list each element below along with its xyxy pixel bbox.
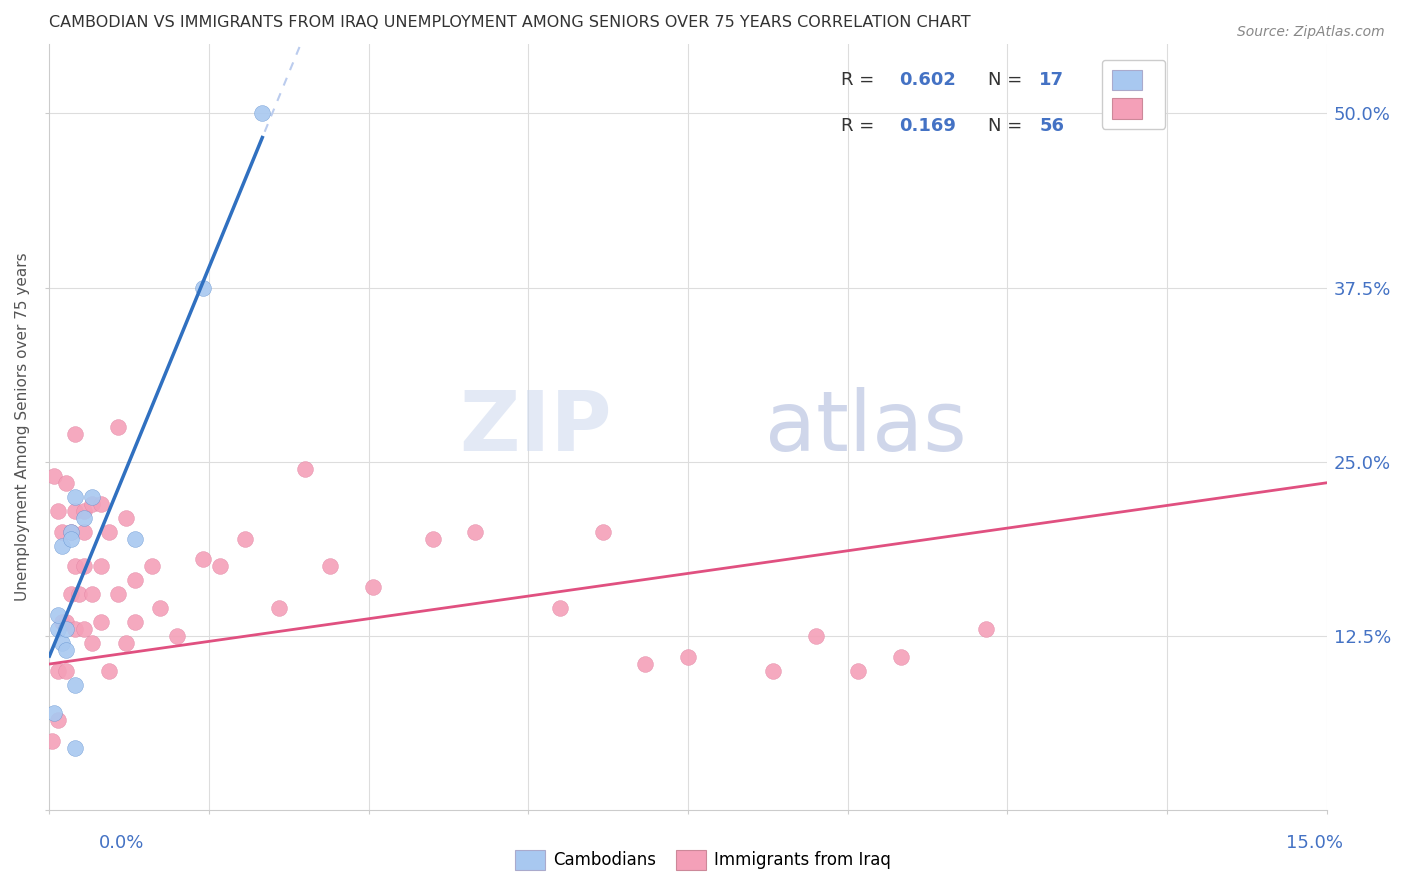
Point xyxy=(90,615,112,630)
Text: Source: ZipAtlas.com: Source: ZipAtlas.com xyxy=(1237,25,1385,39)
Point xyxy=(46,713,69,727)
Point xyxy=(124,615,146,630)
Text: atlas: atlas xyxy=(765,386,966,467)
Point xyxy=(191,280,214,294)
Point xyxy=(63,678,86,692)
Point xyxy=(63,427,86,442)
Point xyxy=(51,615,73,630)
Point xyxy=(63,622,86,636)
Legend: Cambodians, Immigrants from Iraq: Cambodians, Immigrants from Iraq xyxy=(508,843,898,877)
Text: CAMBODIAN VS IMMIGRANTS FROM IRAQ UNEMPLOYMENT AMONG SENIORS OVER 75 YEARS CORRE: CAMBODIAN VS IMMIGRANTS FROM IRAQ UNEMPL… xyxy=(49,15,972,30)
Point xyxy=(63,504,86,518)
Point xyxy=(676,650,699,665)
Point xyxy=(80,490,103,504)
Point xyxy=(762,664,785,678)
Text: 0.602: 0.602 xyxy=(898,70,956,88)
Point xyxy=(191,552,214,566)
Point xyxy=(63,559,86,574)
Point xyxy=(46,504,69,518)
Point xyxy=(208,559,231,574)
Point xyxy=(42,706,65,720)
Point xyxy=(107,587,129,601)
Point xyxy=(72,504,94,518)
Text: ZIP: ZIP xyxy=(458,386,612,467)
Point xyxy=(846,664,869,678)
Text: 17: 17 xyxy=(1039,70,1064,88)
Point xyxy=(59,532,82,546)
Point xyxy=(98,524,121,539)
Text: N =: N = xyxy=(988,117,1028,135)
Point xyxy=(72,559,94,574)
Point xyxy=(46,664,69,678)
Point xyxy=(974,622,997,636)
Text: 0.169: 0.169 xyxy=(898,117,956,135)
Point xyxy=(55,615,77,630)
Point xyxy=(890,650,912,665)
Point xyxy=(269,601,291,615)
Point xyxy=(63,490,86,504)
Text: N =: N = xyxy=(988,70,1028,88)
Point xyxy=(592,524,614,539)
Point xyxy=(115,510,138,524)
Text: R =: R = xyxy=(841,70,880,88)
Text: 0.0%: 0.0% xyxy=(98,834,143,852)
Point xyxy=(51,524,73,539)
Point xyxy=(294,462,316,476)
Point xyxy=(67,587,90,601)
Point xyxy=(72,510,94,524)
Point xyxy=(80,636,103,650)
Point xyxy=(233,532,256,546)
Point xyxy=(90,497,112,511)
Text: R =: R = xyxy=(841,117,880,135)
Point xyxy=(46,608,69,623)
Point xyxy=(59,587,82,601)
Point xyxy=(804,629,827,643)
Point xyxy=(124,574,146,588)
Point xyxy=(361,580,384,594)
Point xyxy=(80,497,103,511)
Y-axis label: Unemployment Among Seniors over 75 years: Unemployment Among Seniors over 75 years xyxy=(15,252,30,601)
Point xyxy=(166,629,188,643)
Point xyxy=(63,740,86,755)
Point xyxy=(634,657,657,671)
Point xyxy=(550,601,572,615)
Point xyxy=(80,587,103,601)
Point xyxy=(124,532,146,546)
Point xyxy=(41,733,63,747)
Point xyxy=(55,664,77,678)
Point xyxy=(55,622,77,636)
Point xyxy=(42,468,65,483)
Point xyxy=(141,559,163,574)
Point xyxy=(55,643,77,657)
Point xyxy=(90,559,112,574)
Point xyxy=(115,636,138,650)
Point xyxy=(319,559,342,574)
Point xyxy=(55,475,77,490)
Point xyxy=(51,636,73,650)
Point xyxy=(51,539,73,553)
Legend: , : , xyxy=(1102,60,1166,128)
Point xyxy=(98,664,121,678)
Point xyxy=(72,622,94,636)
Point xyxy=(252,106,274,120)
Point xyxy=(59,524,82,539)
Text: 56: 56 xyxy=(1039,117,1064,135)
Text: 15.0%: 15.0% xyxy=(1285,834,1343,852)
Point xyxy=(72,524,94,539)
Point xyxy=(46,622,69,636)
Point xyxy=(59,524,82,539)
Point xyxy=(464,524,486,539)
Point xyxy=(107,420,129,434)
Point xyxy=(149,601,172,615)
Point xyxy=(422,532,444,546)
